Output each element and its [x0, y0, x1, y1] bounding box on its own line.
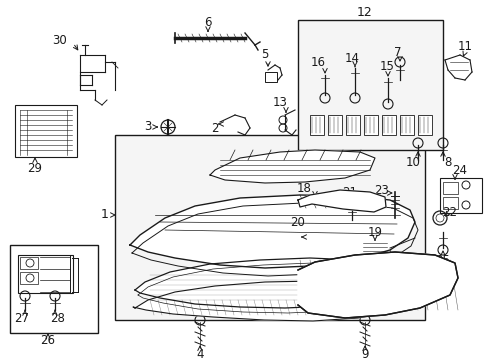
Bar	[327, 115, 341, 135]
Text: 9: 9	[361, 348, 368, 360]
Polygon shape	[297, 190, 385, 212]
Text: 18: 18	[296, 181, 311, 194]
Text: 1: 1	[101, 208, 109, 221]
Text: 27: 27	[15, 311, 29, 324]
Text: 19: 19	[367, 225, 382, 238]
Text: 6: 6	[204, 15, 211, 28]
Polygon shape	[297, 252, 457, 318]
Text: 24: 24	[451, 163, 467, 176]
Text: 4: 4	[196, 348, 203, 360]
Text: 13: 13	[272, 96, 287, 109]
Text: 17: 17	[359, 282, 374, 294]
Text: 11: 11	[457, 40, 471, 54]
Bar	[115, 135, 424, 320]
Bar	[309, 115, 324, 135]
Text: 28: 28	[50, 311, 65, 324]
Bar	[20, 272, 38, 284]
Text: 29: 29	[27, 162, 42, 175]
Text: 26: 26	[41, 333, 55, 346]
Text: 16: 16	[310, 57, 325, 69]
Bar	[297, 20, 442, 150]
Text: 5: 5	[261, 49, 268, 62]
Bar	[15, 105, 77, 157]
Text: 10: 10	[405, 157, 420, 170]
Text: 7: 7	[393, 45, 401, 58]
Text: 23: 23	[374, 184, 388, 197]
Bar	[346, 115, 359, 135]
Bar	[417, 115, 431, 135]
Text: 22: 22	[442, 206, 457, 219]
Text: 8: 8	[444, 157, 451, 170]
Polygon shape	[209, 150, 374, 183]
Text: 30: 30	[53, 33, 67, 46]
Text: 12: 12	[356, 5, 372, 18]
Text: 14: 14	[344, 51, 359, 64]
Polygon shape	[130, 195, 414, 268]
Bar	[264, 72, 276, 82]
Text: 25: 25	[435, 253, 449, 266]
Bar	[20, 257, 38, 269]
Bar	[399, 115, 413, 135]
Text: 20: 20	[290, 216, 305, 229]
Bar	[18, 255, 73, 293]
Bar	[359, 240, 389, 258]
Bar	[381, 115, 395, 135]
Text: 3: 3	[144, 121, 151, 134]
Polygon shape	[135, 258, 407, 308]
Text: 21: 21	[342, 186, 357, 199]
Bar	[442, 182, 457, 194]
Bar	[10, 245, 98, 333]
Text: 15: 15	[379, 60, 394, 73]
Text: 2: 2	[211, 122, 218, 135]
Bar	[363, 115, 377, 135]
Polygon shape	[133, 281, 404, 321]
Bar	[442, 197, 457, 209]
Bar	[439, 178, 481, 213]
Bar	[302, 228, 333, 248]
